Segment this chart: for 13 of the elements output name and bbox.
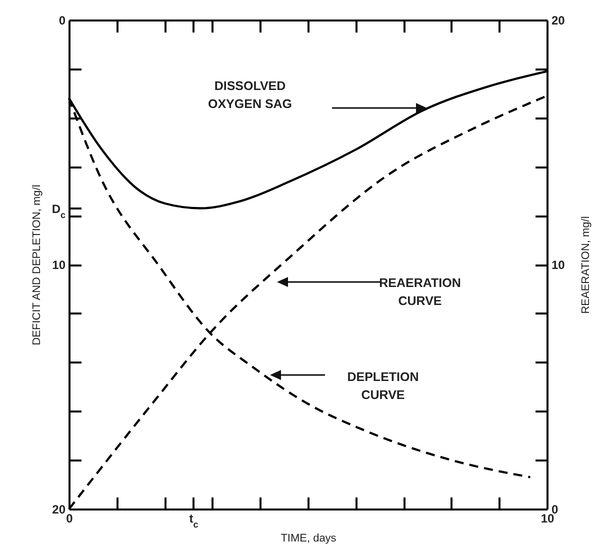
y-axis-title: DEFICIT AND DEPLETION, mg/l [31,184,44,346]
y2-tick-label: 20 [552,14,566,28]
y2-tick-label: 10 [552,258,566,272]
annotation: DISSOLVED OXYGEN SAG [208,79,292,111]
annotation: DEPLETION CURVE [347,370,419,402]
annotation: REAERATION CURVE [379,276,461,308]
y-tick-label: D$_{c}$ [52,202,66,220]
x-axis-title: TIME, days [280,532,337,544]
y-tick-label: 0 [58,14,66,28]
y-tick-label: 10 [52,258,66,272]
y-tick-label: 20 [52,502,66,516]
y2-axis-title: REAERATION, mg/l [580,216,592,314]
x-tick-label: t$_{c}$ [189,512,198,530]
